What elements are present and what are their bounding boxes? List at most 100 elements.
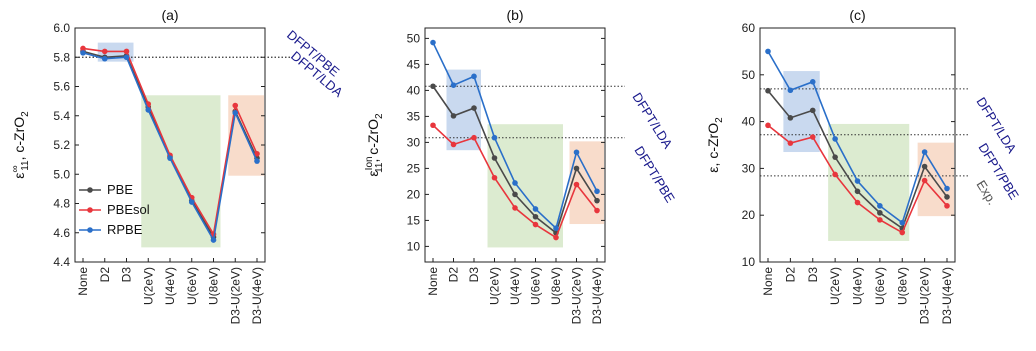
y-tick-label: 30 xyxy=(407,135,421,149)
y-tick-label: 25 xyxy=(407,161,421,175)
x-tick-label: D2 xyxy=(98,267,112,283)
y-tick-label: 35 xyxy=(407,109,421,123)
data-point-pbesol xyxy=(430,122,436,129)
panel-a: DFPT/PBEDFPT/LDA4.44.64.85.05.25.45.65.8… xyxy=(10,7,346,324)
data-point-pbesol xyxy=(854,199,861,206)
x-tick-label: D3-U(2eV) xyxy=(228,267,242,324)
y-tick-label: 20 xyxy=(407,187,421,201)
data-point-pbesol xyxy=(532,221,539,228)
x-tick-label: U(8eV) xyxy=(549,267,563,305)
data-point-rpbe xyxy=(532,206,539,212)
y-tick-label: 15 xyxy=(407,213,421,227)
y-axis-label: ε, c-ZrO2 xyxy=(705,117,725,173)
data-point-pbesol xyxy=(232,102,239,109)
y-axis-label: ε∞11, c-ZrO2 xyxy=(10,111,31,179)
y-axis-label: εIon11, c-ZrO2 xyxy=(364,113,385,177)
data-point-rpbe xyxy=(145,107,152,113)
data-point-pbe xyxy=(787,115,794,121)
data-point-pbesol xyxy=(765,122,771,129)
y-tick-label: 4.8 xyxy=(53,197,70,211)
y-tick-label: 4.6 xyxy=(53,226,70,240)
x-tick-label: U(8eV) xyxy=(895,267,909,305)
data-point-pbesol xyxy=(899,229,906,236)
data-point-rpbe xyxy=(123,54,130,61)
data-point-pbe xyxy=(594,197,600,204)
panel-title: (c) xyxy=(849,7,865,23)
data-point-rpbe xyxy=(491,134,498,141)
data-point-pbe xyxy=(532,213,539,220)
data-point-pbesol xyxy=(787,140,794,146)
data-point-rpbe xyxy=(101,55,108,62)
x-tick-label: U(6eV) xyxy=(529,267,543,305)
x-tick-label: U(6eV) xyxy=(185,267,199,305)
legend-marker xyxy=(87,187,93,193)
y-tick-label: 10 xyxy=(407,239,421,253)
data-point-pbe xyxy=(450,113,457,119)
x-tick-label: D3-U(4eV) xyxy=(940,267,954,324)
y-tick-label: 5.6 xyxy=(53,80,70,94)
data-point-rpbe xyxy=(232,110,239,116)
x-tick-label: D2 xyxy=(447,267,461,283)
x-tick-label: U(6eV) xyxy=(873,267,887,305)
data-point-rpbe xyxy=(573,149,580,156)
x-tick-label: U(2eV) xyxy=(828,267,842,305)
data-point-pbesol xyxy=(809,134,816,140)
x-tick-label: U(8eV) xyxy=(207,267,221,305)
data-point-rpbe xyxy=(188,199,195,205)
x-tick-label: U(4eV) xyxy=(508,267,522,305)
x-tick-label: None xyxy=(426,267,440,296)
legend-label: RPBE xyxy=(107,222,143,237)
legend-label: PBE xyxy=(107,182,133,197)
data-point-pbesol xyxy=(877,217,883,223)
data-point-pbe xyxy=(512,191,518,198)
data-point-rpbe xyxy=(254,158,260,164)
data-point-pbesol xyxy=(491,174,498,181)
data-point-pbe xyxy=(854,188,861,195)
legend-marker xyxy=(87,227,93,233)
shaded-region-1 xyxy=(828,123,910,241)
data-point-rpbe xyxy=(167,155,173,161)
y-tick-label: 5.8 xyxy=(53,50,70,64)
data-point-pbesol xyxy=(553,234,559,241)
data-point-rpbe xyxy=(430,39,436,46)
x-tick-label: D2 xyxy=(783,267,797,283)
panel-title: (a) xyxy=(161,7,178,23)
data-point-rpbe xyxy=(944,185,950,192)
ref-line-label: DFPT/LDA xyxy=(629,90,675,152)
data-point-rpbe xyxy=(809,79,816,85)
data-point-rpbe xyxy=(594,188,600,195)
y-tick-label: 50 xyxy=(742,68,756,82)
y-tick-label: 10 xyxy=(742,255,756,269)
y-tick-label: 20 xyxy=(742,208,756,222)
x-tick-label: D3-U(2eV) xyxy=(570,267,584,324)
data-point-pbesol xyxy=(921,177,928,184)
data-point-pbe xyxy=(832,154,838,160)
data-point-pbesol xyxy=(123,48,130,55)
data-point-pbesol xyxy=(450,141,457,148)
data-point-pbesol xyxy=(944,203,950,209)
data-point-pbesol xyxy=(80,45,86,52)
data-point-pbesol xyxy=(471,134,477,141)
y-tick-label: 4.4 xyxy=(53,255,70,269)
legend-label: PBEsol xyxy=(107,202,150,217)
y-tick-label: 5.0 xyxy=(53,167,70,181)
data-point-pbesol xyxy=(101,48,108,55)
x-tick-label: D3-U(2eV) xyxy=(918,267,932,324)
y-tick-label: 6.0 xyxy=(53,21,70,35)
panel-title: (b) xyxy=(506,7,523,23)
y-tick-label: 45 xyxy=(407,57,421,71)
data-point-pbesol xyxy=(573,181,580,188)
data-point-pbe xyxy=(765,87,771,94)
data-point-rpbe xyxy=(553,225,559,231)
x-tick-label: D3-U(4eV) xyxy=(250,267,264,324)
x-tick-label: D3 xyxy=(806,267,820,283)
data-point-rpbe xyxy=(450,82,457,88)
x-tick-label: D3 xyxy=(120,267,134,283)
y-tick-label: 30 xyxy=(742,161,756,175)
x-tick-label: D3-U(4eV) xyxy=(590,267,604,324)
x-tick-label: U(2eV) xyxy=(141,267,155,305)
y-tick-label: 5.4 xyxy=(53,109,70,123)
data-point-pbe xyxy=(877,210,883,216)
data-point-rpbe xyxy=(832,136,838,142)
